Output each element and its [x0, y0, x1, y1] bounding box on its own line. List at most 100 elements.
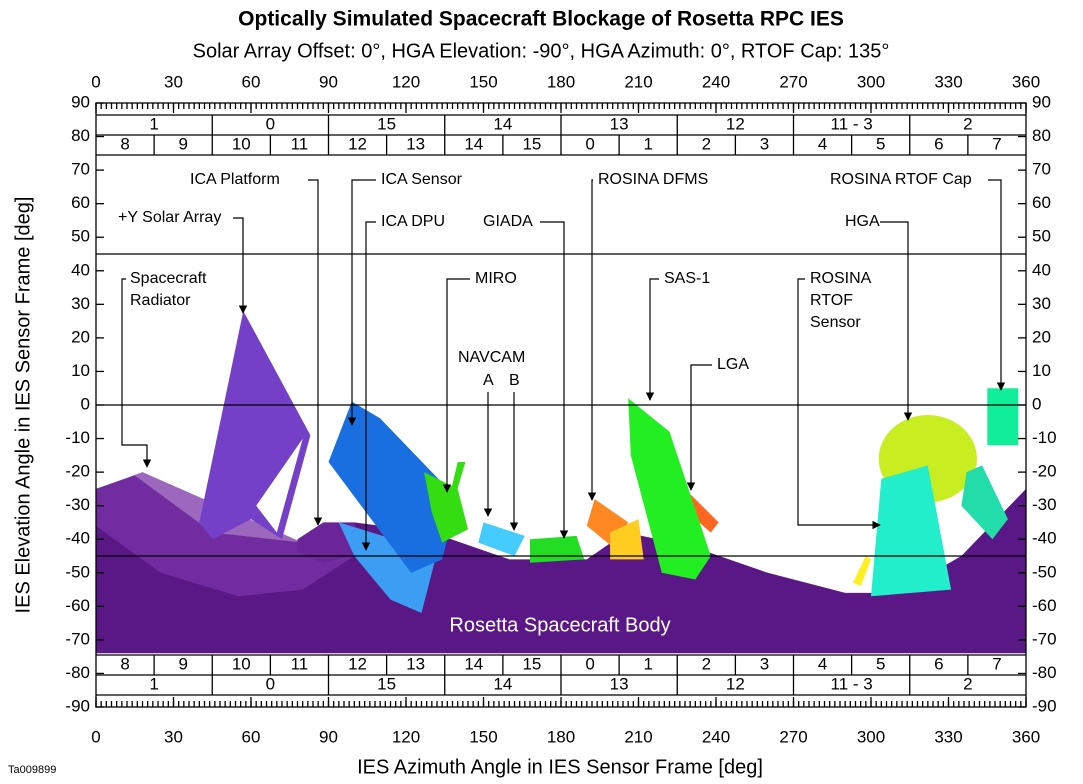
x-tick-label: 240	[702, 727, 730, 746]
sector-group: 11 - 3	[831, 674, 873, 693]
leader-line	[988, 179, 1006, 391]
annotation: ROSINA DFMS	[598, 171, 708, 188]
y-tick-label: -10	[1032, 428, 1057, 447]
y-tick-label: -60	[65, 596, 90, 615]
sector-cell: 15	[522, 654, 541, 673]
x-tick-label: 270	[779, 72, 807, 91]
x-tick-label: 0	[91, 72, 100, 91]
x-tick-label: 0	[91, 727, 100, 746]
sector-cell: 15	[522, 134, 541, 153]
y-tick-label: -20	[1032, 462, 1057, 481]
x-tick-label: 270	[779, 727, 807, 746]
sector-group: 13	[610, 114, 629, 133]
x-tick-label: 210	[624, 727, 652, 746]
annotation: A	[483, 372, 494, 389]
annotation: ROSINA RTOF Cap	[830, 171, 972, 188]
leader-line	[308, 179, 323, 526]
y-tick-label: -60	[1032, 596, 1057, 615]
annotation: ICA Platform	[190, 171, 280, 188]
sector-group: 11 - 3	[831, 114, 873, 133]
x-tick-label: 180	[547, 72, 575, 91]
annotation: ICA DPU	[381, 213, 445, 230]
sector-cell: 14	[464, 134, 483, 153]
annotation: GIADA	[483, 213, 533, 230]
leader-line	[587, 179, 597, 501]
sector-group: 2	[963, 114, 972, 133]
x-tick-label: 360	[1012, 727, 1040, 746]
sector-cell: 14	[464, 654, 483, 673]
miro-stem	[447, 462, 466, 506]
sector-group: 14	[493, 674, 512, 693]
annotation: SAS-1	[664, 270, 710, 287]
navcam	[478, 522, 525, 556]
y-tick-label: 50	[1032, 227, 1051, 246]
leader-line	[347, 179, 376, 426]
annotation: NAVCAM	[458, 349, 525, 366]
y-tick-label: 0	[1032, 394, 1041, 413]
leader-line	[361, 221, 376, 551]
sector-cell: 10	[232, 654, 251, 673]
sector-group: 12	[726, 114, 745, 133]
sector-cell: 2	[702, 654, 711, 673]
leader-line	[233, 217, 248, 314]
y-tick-label: -90	[1032, 696, 1057, 715]
sector-group: 1	[149, 674, 158, 693]
y-tick-label: 30	[1032, 294, 1051, 313]
sector-cell: 3	[760, 654, 769, 673]
sector-cell: 9	[178, 654, 187, 673]
leader-line	[442, 278, 470, 493]
x-tick-label: 360	[1012, 72, 1040, 91]
sector-cell: 13	[406, 134, 425, 153]
leader-line	[880, 221, 913, 421]
y-tick-label: 0	[81, 394, 90, 413]
sector-cell: 9	[178, 134, 187, 153]
y-tick-label: 90	[71, 92, 90, 111]
annotation: MIRO	[475, 270, 517, 287]
y-tick-label: 20	[1032, 327, 1051, 346]
y-tick-label: -80	[65, 663, 90, 682]
x-tick-label: 330	[934, 727, 962, 746]
x-tick-label: 330	[934, 72, 962, 91]
sector-cell: 8	[120, 654, 129, 673]
body-label: Rosetta Spacecraft Body	[449, 614, 670, 636]
y-axis-label: IES Elevation Angle in IES Sensor Frame …	[12, 197, 34, 614]
x-tick-label: 120	[392, 72, 420, 91]
y-tick-label: 80	[1032, 126, 1051, 145]
y-tick-label: -70	[65, 629, 90, 648]
leader-line	[797, 278, 881, 530]
y-tick-label: -30	[1032, 495, 1057, 514]
sector-cell: 2	[702, 134, 711, 153]
leader-line	[121, 278, 152, 468]
leader-line	[540, 221, 569, 539]
x-tick-label: 60	[242, 72, 261, 91]
x-tick-label: 180	[547, 727, 575, 746]
spacecraft-radiator	[96, 472, 355, 597]
y-tick-label: -30	[65, 495, 90, 514]
sector-cell: 6	[934, 134, 943, 153]
sector-group: 0	[266, 674, 275, 693]
title: Optically Simulated Spacecraft Blockage …	[238, 8, 844, 31]
x-tick-label: 30	[164, 727, 183, 746]
strut	[852, 556, 871, 587]
giada	[530, 535, 585, 563]
sector-cell: 1	[643, 654, 652, 673]
spacecraft-body	[96, 475, 1026, 654]
sector-group: 1	[149, 114, 158, 133]
y-tick-label: -80	[1032, 663, 1057, 682]
annotation: LGA	[717, 356, 749, 373]
sas-1	[628, 398, 711, 580]
y-tick-label: 10	[1032, 361, 1051, 380]
rosina-rtof-sensor	[871, 465, 952, 597]
sector-cell: 3	[760, 134, 769, 153]
annotation: ICA Sensor	[381, 171, 463, 188]
y-tick-label: 70	[71, 160, 90, 179]
y-tick-label: 50	[71, 227, 90, 246]
sector-cell: 7	[992, 134, 1001, 153]
y-tick-label: 60	[1032, 193, 1051, 212]
sector-cell: 12	[348, 654, 367, 673]
annotation: B	[509, 372, 520, 389]
y-tick-label: 40	[71, 260, 90, 279]
subtitle: Solar Array Offset: 0°, HGA Elevation: -…	[193, 40, 890, 62]
x-tick-label: 120	[392, 727, 420, 746]
